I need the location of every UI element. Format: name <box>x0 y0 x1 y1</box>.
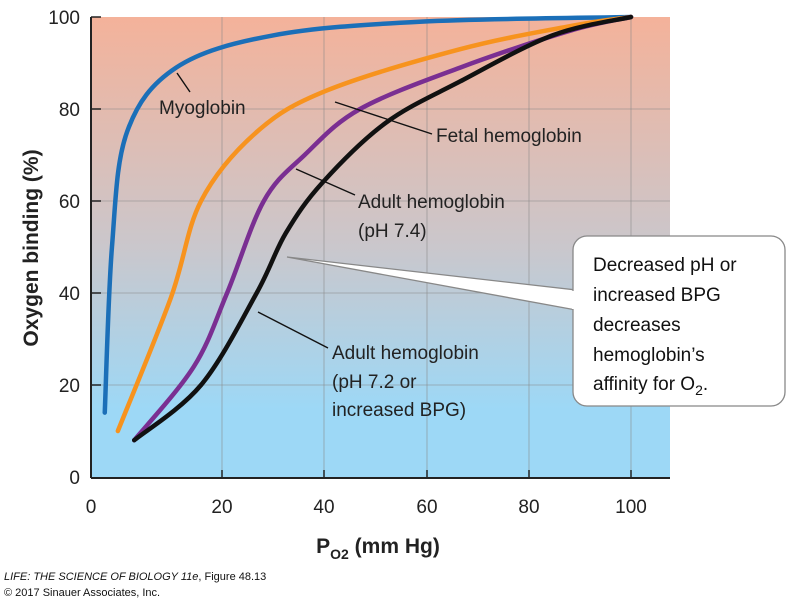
x-axis-title: PO2 (mm Hg) <box>316 535 440 562</box>
footer-citation: LIFE: THE SCIENCE OF BIOLOGY 11e, Figure… <box>4 571 266 583</box>
label-fetal: Fetal hemoglobin <box>436 126 582 147</box>
curve-myoglobin <box>102 14 634 415</box>
label-adult74-line1: Adult hemoglobin <box>358 192 505 213</box>
tick-label-y-80: 80 <box>59 100 80 121</box>
leader-myoglobin <box>176 72 191 93</box>
tick-label-y-20: 20 <box>59 376 80 397</box>
label-adult72-line3: increased BPG) <box>332 400 466 421</box>
tick-label-x-40: 40 <box>313 497 334 518</box>
tick-label-y-0: 0 <box>69 468 80 489</box>
tick-label-y-100: 100 <box>48 8 80 29</box>
tick-label-x-60: 60 <box>416 497 437 518</box>
axis-ticks: 0 20 40 60 80 100 0 20 40 60 80 100 <box>48 8 647 518</box>
callout-line-4: hemoglobin’s <box>593 345 705 366</box>
footer-copyright: © 2017 Sinauer Associates, Inc. <box>4 587 161 599</box>
callout-line-5: affinity for O2. <box>593 374 708 398</box>
tick-label-x-20: 20 <box>211 497 232 518</box>
leader-adult74 <box>295 168 356 196</box>
leader-adult72 <box>257 311 329 349</box>
y-axis-title: Oxygen binding (%) <box>20 149 43 346</box>
curves <box>102 14 634 443</box>
label-adult72-line2: (pH 7.2 or <box>332 372 417 393</box>
footer-book: LIFE: THE SCIENCE OF BIOLOGY 11e <box>4 571 199 583</box>
tick-label-x-80: 80 <box>518 497 539 518</box>
callout-box <box>572 235 786 407</box>
curve-fetal-hemoglobin <box>115 14 634 434</box>
tick-label-y-40: 40 <box>59 284 80 305</box>
tick-label-x-100: 100 <box>615 497 647 518</box>
callout-line-2: increased BPG <box>593 285 721 306</box>
label-myoglobin: Myoglobin <box>159 98 246 119</box>
label-adult74-line2: (pH 7.4) <box>358 221 427 242</box>
curve-adult-hemoglobin-ph-7-2-or-increased-bpg- <box>131 14 634 443</box>
callout-line-3: decreases <box>593 315 681 336</box>
tick-label-y-60: 60 <box>59 192 80 213</box>
callout: Decreased pH or increased BPG decreases … <box>286 235 786 407</box>
footer-figure: , Figure 48.13 <box>198 571 267 583</box>
leader-fetal <box>334 101 433 135</box>
tick-label-x-0: 0 <box>86 497 97 518</box>
label-adult72-line1: Adult hemoglobin <box>332 343 479 364</box>
callout-line-1: Decreased pH or <box>593 255 737 276</box>
